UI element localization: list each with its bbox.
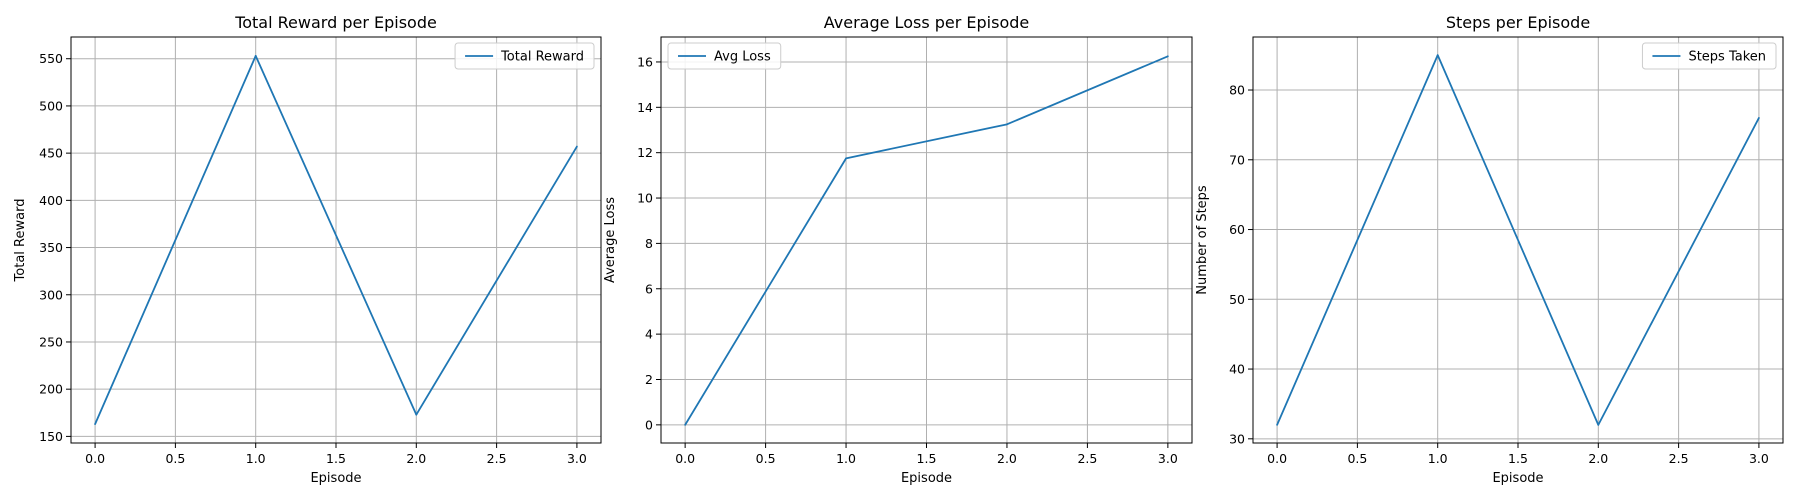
chart-panel-2: 0.0 0.5 1.0 1.5 2.0 2.5 3.0 0 2 4 6 8 10 12 14 16 Averag…: [603, 13, 1193, 486]
data-point: [1758, 117, 1760, 119]
y-tick-label: 350: [39, 240, 63, 255]
x-tick-label: 2.0: [406, 451, 426, 466]
x-tick-label: 1.0: [1428, 451, 1448, 466]
x-tick-label: 0.0: [675, 451, 695, 466]
legend-label: Steps Taken: [1688, 50, 1766, 65]
y-tick-label: 150: [39, 429, 63, 444]
axes-frame: [660, 36, 1193, 444]
legend: Total Reward: [454, 42, 595, 70]
y-axis-label: Number of Steps: [1195, 185, 1210, 295]
y-tick-label: 16: [637, 54, 653, 69]
x-tick-label: 3.0: [1158, 451, 1178, 466]
y-tick-label: 200: [39, 382, 63, 397]
series-line: [94, 54, 578, 425]
data-point: [1597, 423, 1600, 426]
x-tick-label: 0.5: [1347, 451, 1367, 466]
y-tick-label: 2: [645, 372, 653, 387]
x-axis-label: Episode: [901, 471, 952, 486]
series-line: [684, 55, 1169, 426]
x-tick-label: 1.5: [326, 451, 346, 466]
data-point: [684, 423, 687, 426]
gridlines: [1253, 37, 1783, 443]
y-tick-label: 300: [39, 287, 63, 302]
series-line: [1276, 54, 1760, 426]
y-tick-label: 450: [39, 146, 63, 161]
x-tick-label: 2.5: [1669, 451, 1689, 466]
gridlines: [661, 37, 1192, 443]
chart-panel-1: 0.0 0.5 1.0 1.5 2.0 2.5 3.0 150 200 250 300 350 400 4…: [13, 13, 602, 486]
y-tick-label: 70: [1229, 152, 1245, 167]
axes-frame: [1252, 36, 1784, 444]
x-tick-label: 3.0: [1749, 451, 1769, 466]
x-tick-label: 1.5: [917, 451, 937, 466]
legend: Avg Loss: [667, 42, 782, 70]
data-point: [1006, 123, 1008, 126]
legend-box: [1641, 42, 1777, 70]
y-tick-label: 14: [637, 100, 653, 115]
legend-label: Total Reward: [500, 50, 584, 65]
axes-frame: [70, 36, 602, 444]
y-tick-label: 8: [645, 236, 653, 251]
data-point: [845, 157, 847, 160]
x-tick-label: 0.5: [165, 451, 185, 466]
x-tick-label: 2.0: [1588, 451, 1608, 466]
y-axis-label: Total Reward: [13, 199, 28, 283]
data-point: [1166, 55, 1169, 58]
data-point: [94, 423, 96, 426]
y-tick-label: 400: [39, 193, 63, 208]
y-tick-label: 0: [645, 417, 653, 432]
legend-label: Avg Loss: [714, 50, 771, 65]
y-tick-label: 10: [637, 191, 653, 206]
x-tick-label: 3.0: [567, 451, 587, 466]
legend: Steps Taken: [1641, 42, 1777, 70]
gridlines: [71, 37, 601, 443]
data-point: [576, 145, 578, 148]
x-tick-label: 0.0: [85, 451, 105, 466]
x-tick-label: 1.5: [1508, 451, 1528, 466]
y-tick-label: 500: [39, 98, 63, 113]
x-tick-label: 2.5: [487, 451, 507, 466]
y-tick-label: 550: [39, 51, 63, 66]
x-axis-label: Episode: [310, 471, 361, 486]
y-tick-label: 4: [645, 327, 653, 342]
chart-title: Average Loss per Episode: [824, 13, 1029, 32]
y-tick-label: 40: [1229, 362, 1245, 377]
chart-panel-3: 0.0 0.5 1.0 1.5 2.0 2.5 3.0 30 40 50 60 70 80 Steps p…: [1195, 13, 1784, 486]
x-tick-label: 2.0: [997, 451, 1017, 466]
legend-box: [667, 42, 782, 70]
y-tick-label: 12: [637, 145, 653, 160]
y-tick-label: 60: [1229, 222, 1245, 237]
x-tick-label: 1.0: [246, 451, 266, 466]
y-tick-label: 6: [645, 281, 653, 296]
x-tick-label: 0.5: [756, 451, 776, 466]
x-axis-label: Episode: [1492, 471, 1543, 486]
data-point: [254, 54, 257, 57]
x-tick-label: 1.0: [836, 451, 856, 466]
y-axis-label: Average Loss: [603, 197, 618, 283]
data-point: [1436, 54, 1439, 57]
legend-box: [454, 42, 595, 70]
chart-title: Steps per Episode: [1446, 13, 1590, 32]
data-point: [415, 413, 418, 416]
y-tick-label: 30: [1229, 431, 1245, 446]
chart-title: Total Reward per Episode: [234, 13, 437, 32]
data-point: [1276, 423, 1278, 426]
x-tick-label: 2.5: [1077, 451, 1097, 466]
x-tick-label: 0.0: [1267, 451, 1287, 466]
y-tick-label: 80: [1229, 83, 1245, 98]
y-tick-label: 250: [39, 334, 63, 349]
y-tick-label: 50: [1229, 292, 1245, 307]
